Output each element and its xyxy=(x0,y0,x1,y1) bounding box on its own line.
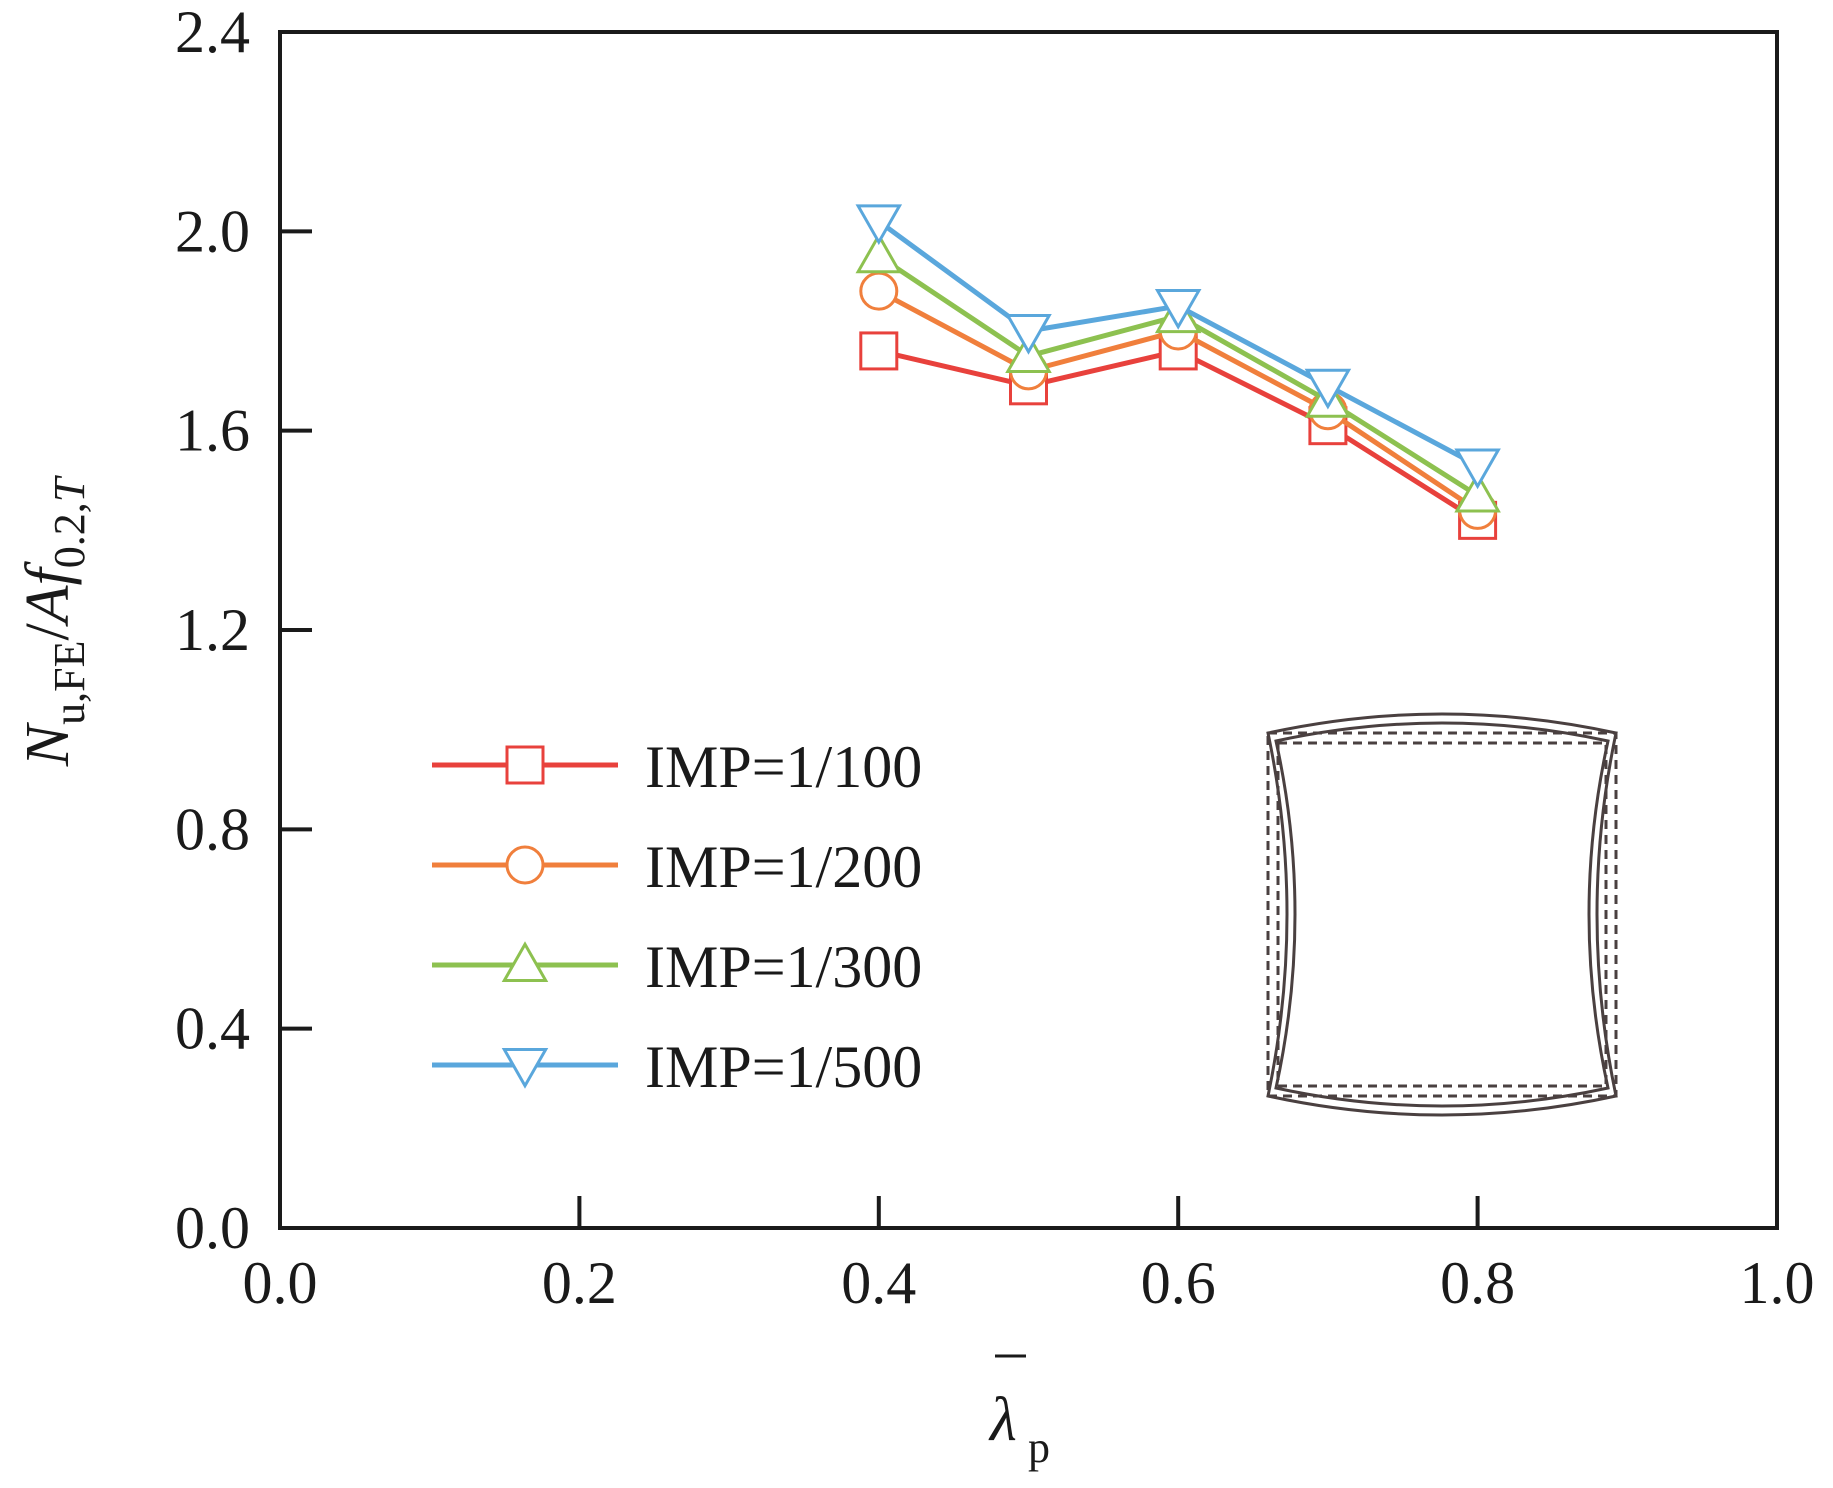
series-4 xyxy=(855,204,1501,490)
legend-marker xyxy=(505,845,545,885)
legend-item: IMP=1/300 xyxy=(432,934,922,1000)
y-axis-title-part: Af xyxy=(14,560,82,627)
y-axis-title-part: T xyxy=(45,474,94,502)
y-tick-label: 1.2 xyxy=(175,597,250,663)
series-1 xyxy=(859,331,1498,540)
y-axis-title-part: N xyxy=(14,721,82,767)
data-point xyxy=(1454,448,1501,490)
legend-label: IMP=1/300 xyxy=(645,934,922,1000)
data-point xyxy=(1454,471,1501,513)
x-axis-title: λ p xyxy=(988,1354,1050,1472)
x-tick-label: 0.2 xyxy=(542,1250,617,1316)
y-tick-label: 0.0 xyxy=(175,1195,250,1261)
tick-labels: 0.0 0.2 0.4 0.6 0.8 1.0 0.0 0.4 0.8 1.2 1.6 2.0 2.4 xyxy=(175,0,1815,1316)
y-tick-label: 2.0 xyxy=(175,198,250,264)
x-axis-title-subscript: p xyxy=(1028,1423,1050,1472)
y-axis-title-part: u,FE xyxy=(45,641,94,725)
legend-item: IMP=1/500 xyxy=(432,1034,922,1100)
legend-marker xyxy=(505,745,545,785)
data-point xyxy=(855,232,903,274)
y-axis-title-part: 0.2, xyxy=(45,502,94,568)
inset-section-diagram xyxy=(1266,712,1618,1117)
legend-label: IMP=1/500 xyxy=(645,1034,922,1100)
legend-label: IMP=1/200 xyxy=(645,834,922,900)
ticks-layer xyxy=(280,229,1480,1228)
legend-label: IMP=1/100 xyxy=(645,734,922,800)
y-tick-label: 1.6 xyxy=(175,398,250,464)
inset-deformed-outer xyxy=(1266,712,1618,1117)
inset-undeformed-inner xyxy=(1276,741,1608,1088)
y-tick-label: 2.4 xyxy=(175,0,250,65)
data-point xyxy=(855,204,903,246)
x-tick-label: 1.0 xyxy=(1740,1250,1815,1316)
legend-marker xyxy=(501,1047,549,1089)
series-line xyxy=(878,348,1479,523)
inset-deformed-inner xyxy=(1274,721,1610,1108)
legend-marker xyxy=(501,941,549,983)
series-layer xyxy=(855,204,1501,540)
legend-item: IMP=1/200 xyxy=(432,834,922,900)
data-point xyxy=(1304,368,1352,410)
y-axis-title: Nu,FE/Af0.2,T xyxy=(14,474,94,767)
legend-item: IMP=1/100 xyxy=(432,734,922,800)
x-tick-label: 0.4 xyxy=(841,1250,916,1316)
y-tick-label: 0.8 xyxy=(175,796,250,862)
y-axis-title-part: / xyxy=(14,623,82,641)
x-axis-title-symbol: λ xyxy=(988,1386,1017,1454)
x-tick-label: 0.6 xyxy=(1141,1250,1216,1316)
inset-undeformed-outline xyxy=(1266,731,1618,1098)
data-point xyxy=(1154,289,1202,330)
data-point xyxy=(859,271,899,311)
legend: IMP=1/100 IMP=1/200 IMP=1/300 IMP=1/500 xyxy=(432,734,922,1100)
y-tick-label: 0.4 xyxy=(175,996,250,1062)
x-tick-label: 0.8 xyxy=(1440,1250,1515,1316)
data-point xyxy=(1005,313,1052,355)
x-tick-label: 0.0 xyxy=(243,1250,318,1316)
data-point xyxy=(859,331,899,371)
